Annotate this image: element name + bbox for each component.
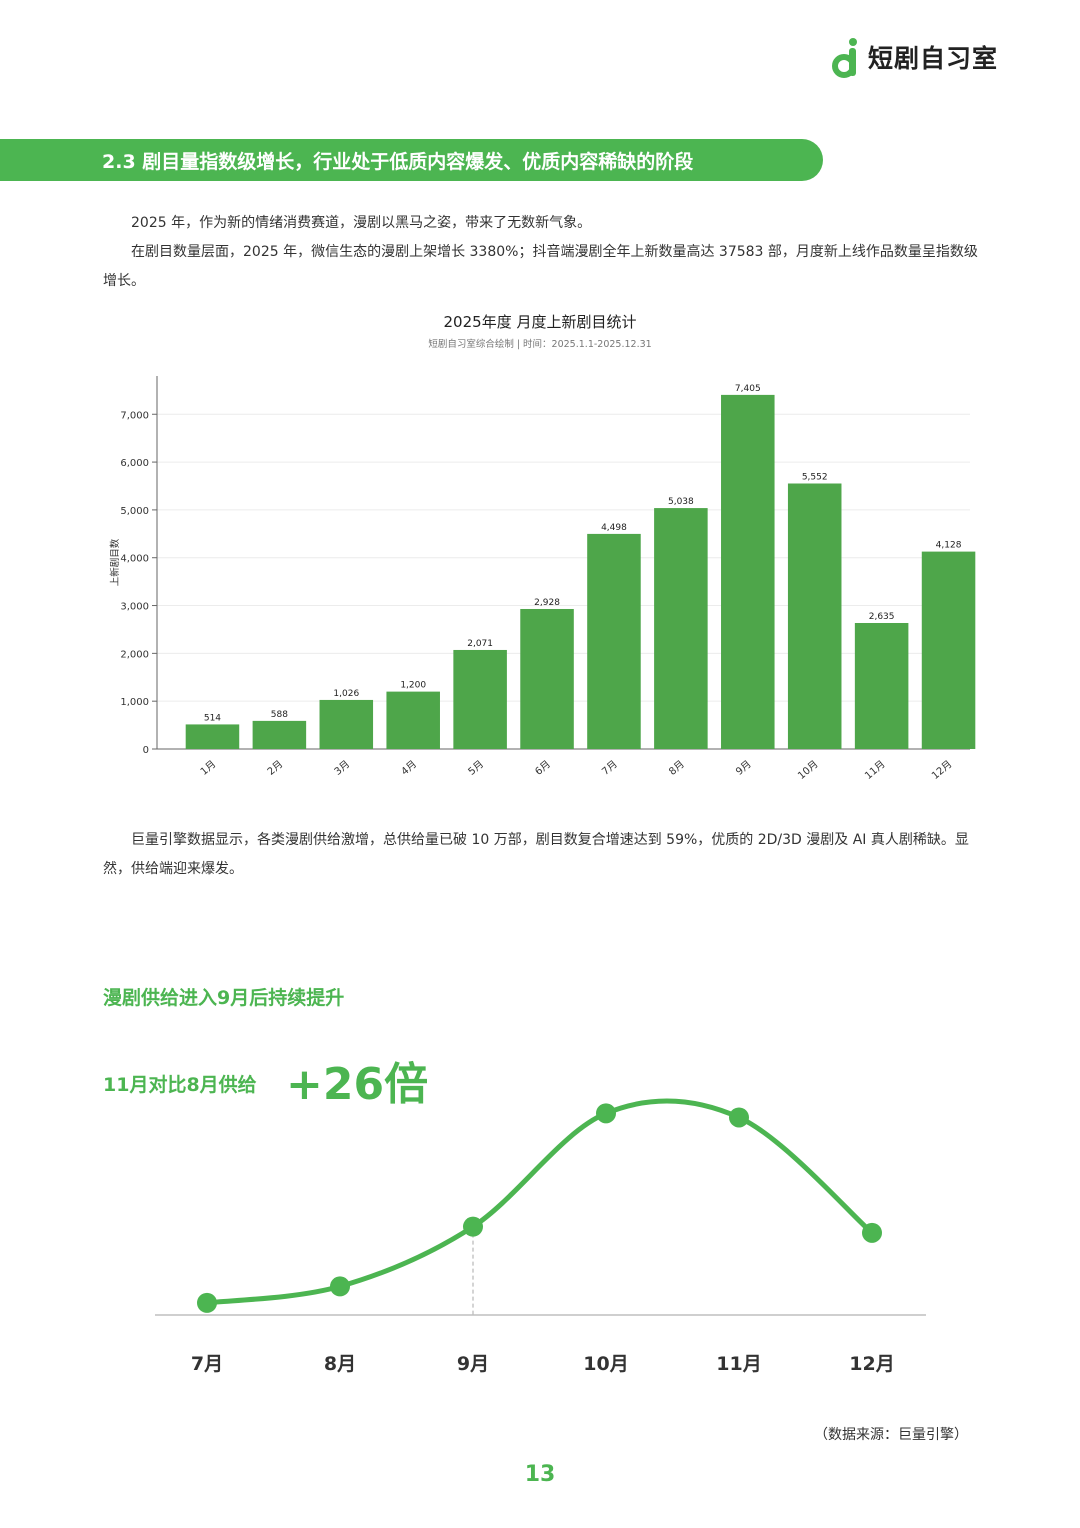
bar-value-label: 588: [271, 710, 288, 720]
x-tick-label: 9月: [457, 1353, 489, 1375]
body-paragraph: 巨量引擎数据显示，各类漫剧供给激增，总供给量已破 10 万部，剧目数复合增速达到…: [103, 832, 969, 877]
x-tick-label: 12月: [929, 758, 954, 782]
data-point: [729, 1107, 749, 1128]
bar-value-label: 2,071: [467, 639, 493, 649]
y-tick-label: 2,000: [120, 649, 149, 660]
x-tick-label: 8月: [667, 758, 687, 778]
bar-value-label: 1,026: [333, 689, 359, 699]
x-tick-label: 8月: [324, 1353, 356, 1375]
x-tick-label: 7月: [600, 758, 620, 778]
bar-value-label: 4,498: [601, 523, 627, 533]
intro-paragraph-2: 在剧目数量层面，2025 年，微信生态的漫剧上架增长 3380%；抖音端漫剧全年…: [103, 244, 978, 289]
brand-name: 短剧自习室: [868, 44, 999, 73]
supply-line: [204, 1098, 875, 1306]
bar-value-label: 514: [204, 713, 221, 723]
y-tick-label: 5,000: [120, 506, 149, 517]
x-tick-label: 4月: [399, 758, 419, 778]
bar-value-label: 2,635: [869, 612, 895, 622]
bar: [319, 699, 374, 749]
bar-value-label: 5,552: [802, 473, 828, 483]
x-tick-label: 7月: [191, 1353, 223, 1375]
section-banner: 2.3 剧目量指数级增长，行业处于低质内容爆发、优质内容稀缺的阶段: [0, 139, 823, 181]
highlight-value: +26倍: [286, 1059, 429, 1110]
bar-value-label: 1,200: [400, 681, 426, 691]
supply-trend-chart: 7月 8月 9月 10月 11月 12月: [155, 1098, 926, 1375]
y-tick-label: 6,000: [120, 458, 149, 469]
x-tick-label: 10月: [796, 758, 821, 782]
bar: [921, 551, 976, 749]
y-tick-label: 1,000: [120, 697, 149, 708]
y-tick-label: 3,000: [120, 602, 149, 613]
x-tick-label: 2月: [265, 758, 285, 778]
section-title: 2.3 剧目量指数级增长，行业处于低质内容爆发、优质内容稀缺的阶段: [102, 150, 694, 173]
y-tick-label: 7,000: [120, 410, 149, 421]
bar-value-label: 2,928: [534, 598, 560, 608]
bar-chart-subtitle: 短剧自习室综合绘制 | 时间：2025.1.1-2025.12.31: [428, 339, 652, 350]
bar: [587, 533, 641, 749]
data-point: [463, 1216, 483, 1237]
x-tick-label: 12月: [849, 1353, 894, 1375]
intro-paragraph-1: 2025 年，作为新的情绪消费赛道，漫剧以黑马之姿，带来了无数新气象。: [131, 215, 592, 231]
phone-d-logo-icon: [832, 36, 860, 78]
y-tick-label: 4,000: [120, 554, 149, 565]
trend-title: 漫剧供给进入9月后持续提升: [103, 987, 345, 1009]
page-number: 13: [524, 1462, 556, 1487]
x-tick-label: 5月: [466, 758, 486, 778]
data-point: [862, 1222, 882, 1243]
bar: [185, 724, 240, 749]
bar: [854, 622, 909, 749]
brand-logo: 短剧自习室: [832, 36, 998, 78]
x-tick-label: 6月: [533, 758, 553, 778]
bar: [386, 691, 440, 749]
y-axis-label: 上新剧目数: [109, 538, 121, 586]
data-point: [197, 1292, 217, 1313]
data-point: [596, 1103, 616, 1124]
bar: [520, 608, 574, 749]
bar-chart-title: 2025年度 月度上新剧目统计: [443, 313, 637, 331]
intro-text: 2025 年，作为新的情绪消费赛道，漫剧以黑马之姿，带来了无数新气象。 在剧目数…: [103, 209, 978, 296]
x-tick-label: 10月: [583, 1353, 628, 1375]
body-text-2: 巨量引擎数据显示，各类漫剧供给激增，总供给量已破 10 万部，剧目数复合增速达到…: [103, 826, 978, 884]
monthly-bar-chart: 0 1,000 2,000 3,000 4,000 5,000 6,000 7,000 上新剧目…: [109, 376, 976, 782]
x-tick-label: 9月: [733, 758, 753, 778]
x-tick-label: 11月: [716, 1353, 761, 1375]
data-point: [330, 1276, 350, 1297]
x-tick-label: 1月: [198, 758, 218, 778]
bar-value-label: 5,038: [668, 497, 694, 507]
highlight-label: 11月对比8月供给: [103, 1074, 257, 1096]
y-tick-label: 0: [143, 745, 149, 756]
x-tick-label: 3月: [332, 758, 352, 778]
bar: [252, 720, 307, 749]
bar: [453, 649, 507, 749]
x-tick-label: 11月: [862, 758, 887, 782]
bar: [721, 394, 775, 749]
bar: [787, 483, 842, 749]
bar: [654, 508, 708, 749]
bar-value-label: 7,405: [735, 384, 761, 394]
bar-value-label: 4,128: [936, 541, 962, 551]
data-source: （数据来源：巨量引擎）: [814, 1427, 968, 1443]
